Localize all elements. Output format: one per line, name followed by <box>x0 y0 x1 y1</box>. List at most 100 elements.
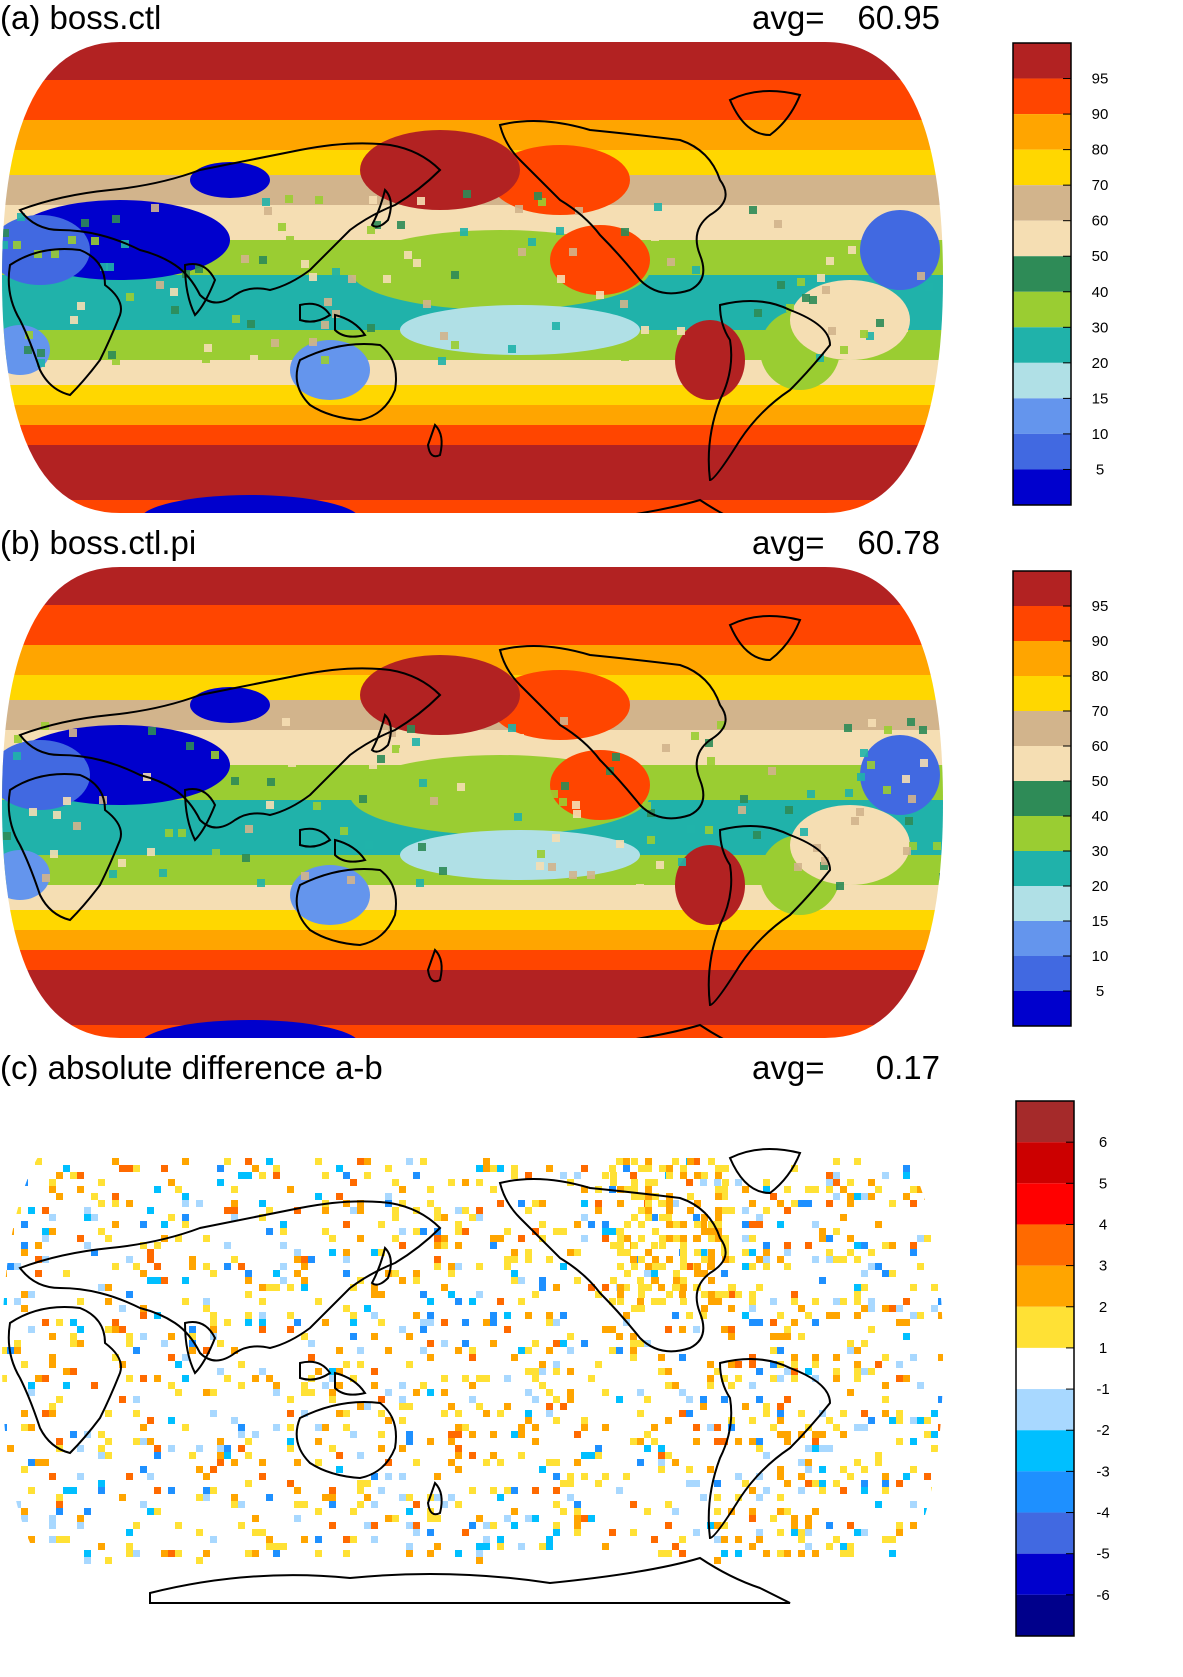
difference-cell <box>119 1494 126 1501</box>
difference-cell <box>364 1158 371 1165</box>
colorbar-label: 30 <box>1092 319 1109 336</box>
difference-cell <box>322 1319 329 1326</box>
difference-cell <box>777 1410 784 1417</box>
difference-cell <box>329 1494 336 1501</box>
difference-cell <box>28 1326 35 1333</box>
field-cell <box>559 798 567 806</box>
field-cell <box>560 717 568 725</box>
difference-cell <box>532 1368 539 1375</box>
difference-cell <box>903 1172 910 1179</box>
difference-cell <box>687 1207 694 1214</box>
difference-cell <box>105 1298 112 1305</box>
difference-cell <box>154 1186 161 1193</box>
difference-cell <box>910 1284 917 1291</box>
difference-cell <box>798 1431 805 1438</box>
difference-cell <box>854 1361 861 1368</box>
difference-cell <box>469 1354 476 1361</box>
difference-cell <box>252 1375 259 1382</box>
difference-cell <box>364 1305 371 1312</box>
difference-cell <box>805 1368 812 1375</box>
difference-cell <box>588 1515 595 1522</box>
difference-cell <box>784 1550 791 1557</box>
difference-cell <box>567 1368 574 1375</box>
difference-cell <box>763 1403 770 1410</box>
field-region <box>190 687 270 723</box>
colorbar-swatch <box>1016 1594 1074 1636</box>
difference-cell <box>266 1207 273 1214</box>
difference-cell <box>791 1354 798 1361</box>
difference-cell <box>903 1193 910 1200</box>
difference-cell <box>406 1438 413 1445</box>
difference-cell <box>399 1494 406 1501</box>
difference-cell <box>511 1256 518 1263</box>
difference-cell <box>259 1284 266 1291</box>
difference-cell <box>2 1298 7 1305</box>
difference-cell <box>420 1382 427 1389</box>
difference-cell <box>168 1487 175 1494</box>
field-band <box>2 500 943 513</box>
difference-cell <box>756 1284 763 1291</box>
difference-cell <box>701 1228 708 1235</box>
difference-cell <box>707 1424 714 1431</box>
difference-cell <box>749 1438 756 1445</box>
difference-cell <box>931 1186 938 1193</box>
difference-cell <box>708 1221 715 1228</box>
difference-cell <box>175 1361 182 1368</box>
difference-cell <box>721 1193 728 1200</box>
difference-cell <box>617 1263 624 1270</box>
field-cell <box>195 265 203 273</box>
difference-cell <box>441 1340 448 1347</box>
difference-cell <box>252 1529 259 1536</box>
difference-cell <box>315 1459 322 1466</box>
difference-cell <box>301 1382 308 1389</box>
coastline <box>728 90 802 137</box>
difference-cell <box>532 1375 539 1382</box>
difference-cell <box>532 1291 539 1298</box>
difference-cell <box>715 1291 722 1298</box>
difference-cell <box>742 1312 749 1319</box>
difference-cell <box>882 1487 889 1494</box>
field-cell <box>552 322 560 330</box>
field-cell <box>460 228 468 236</box>
difference-cell <box>868 1305 875 1312</box>
difference-cell <box>287 1410 294 1417</box>
difference-cell <box>504 1263 511 1270</box>
difference-cell <box>777 1200 784 1207</box>
field-cell <box>836 882 844 890</box>
difference-cell <box>476 1550 483 1557</box>
difference-cell <box>777 1312 784 1319</box>
difference-cell <box>63 1382 70 1389</box>
difference-cell <box>168 1354 175 1361</box>
difference-cell <box>833 1312 840 1319</box>
difference-cell <box>441 1389 448 1396</box>
difference-cell <box>490 1319 497 1326</box>
field-cell <box>900 324 908 332</box>
difference-cell <box>224 1375 231 1382</box>
field-cell <box>478 277 486 285</box>
difference-cell <box>7 1263 14 1270</box>
difference-cell <box>749 1235 756 1242</box>
field-cell <box>636 884 644 892</box>
colorbar-label: 80 <box>1092 668 1109 685</box>
difference-cell <box>763 1256 770 1263</box>
difference-cell <box>882 1473 889 1480</box>
difference-cell <box>525 1389 532 1396</box>
difference-cell <box>140 1424 147 1431</box>
difference-cell <box>658 1459 665 1466</box>
difference-cell <box>476 1263 483 1270</box>
difference-cell <box>329 1389 336 1396</box>
difference-cell <box>14 1543 21 1550</box>
difference-cell <box>798 1529 805 1536</box>
difference-cell <box>595 1291 602 1298</box>
difference-cell <box>91 1382 98 1389</box>
difference-cell <box>266 1158 273 1165</box>
difference-cell <box>49 1536 56 1543</box>
field-cell <box>271 339 279 347</box>
difference-cell <box>708 1158 715 1165</box>
difference-cell <box>770 1361 777 1368</box>
difference-cell <box>119 1165 126 1172</box>
difference-cell <box>630 1172 637 1179</box>
colorbar-label: -1 <box>1096 1381 1109 1398</box>
field-cell <box>516 734 524 742</box>
